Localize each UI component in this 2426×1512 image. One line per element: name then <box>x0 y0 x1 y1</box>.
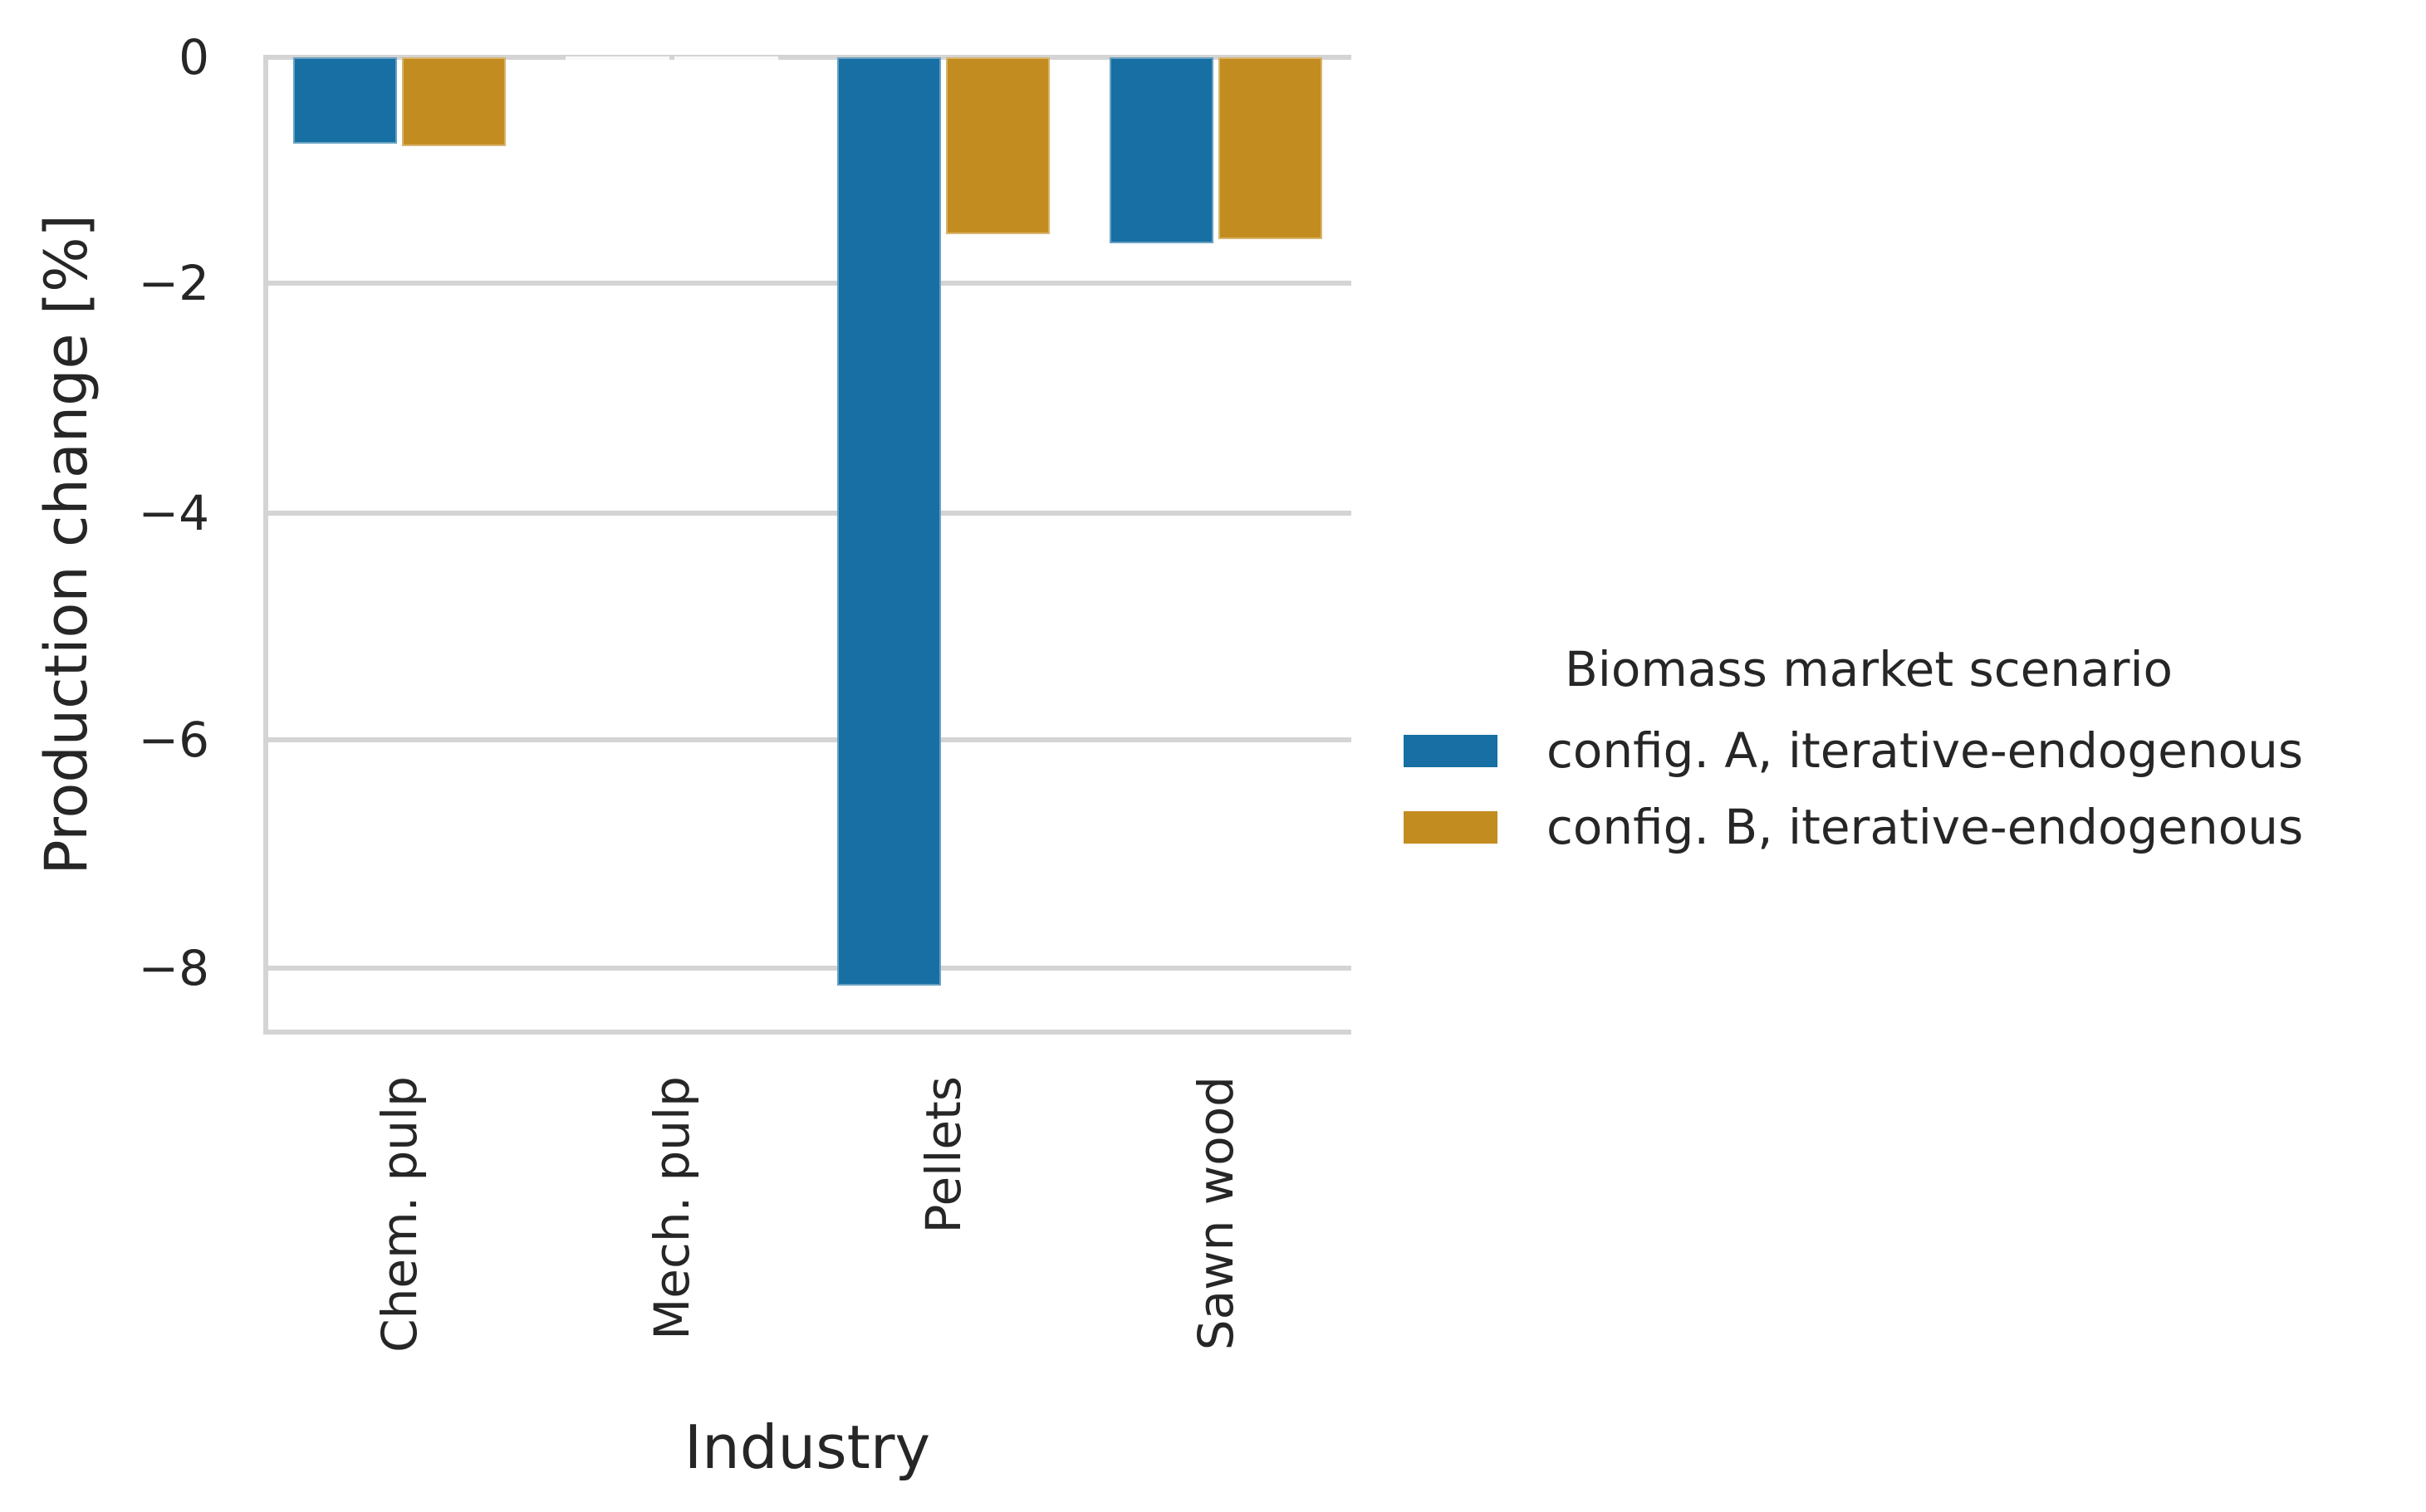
bar-chem-pulp-series-b <box>402 57 506 146</box>
x-axis-label: Industry <box>684 1412 931 1482</box>
legend: Biomass market scenario config. A, itera… <box>1387 641 2350 855</box>
plot-area <box>263 55 1351 1035</box>
bar-sawn-wood-series-a <box>1109 57 1213 243</box>
legend-entry-config-a: config. A, iterative-endogenous <box>1387 722 2350 779</box>
y-tick-label-0: 0 <box>179 29 209 86</box>
y-axis-label: Production change [%] <box>32 214 100 875</box>
legend-label-config-b: config. B, iterative-endogenous <box>1546 799 2304 855</box>
x-tick-label-sawn-wood: Sawn wood <box>1187 1076 1244 1351</box>
legend-swatch-config-b <box>1404 810 1497 844</box>
y-axis-label-box: Production change [%] <box>17 55 116 1035</box>
bar-chem-pulp-series-a <box>293 57 397 144</box>
y-tick-label--2: −2 <box>138 255 210 311</box>
gridline-y--4 <box>268 511 1351 516</box>
y-tick-label--6: −6 <box>138 712 210 768</box>
gridline-y--6 <box>268 737 1351 742</box>
gridline-y--2 <box>268 281 1351 286</box>
gridline-y-0 <box>268 55 1351 60</box>
gridline-y--8 <box>268 966 1351 971</box>
x-tick-label-chem-pulp: Chem. pulp <box>371 1076 428 1353</box>
bar-pellets-series-a <box>837 57 941 986</box>
bar-mech-pulp-series-a <box>565 56 669 61</box>
bar-pellets-series-b <box>946 57 1050 234</box>
bar-sawn-wood-series-b <box>1218 57 1322 240</box>
legend-title: Biomass market scenario <box>1564 641 2174 697</box>
x-tick-label-mech-pulp: Mech. pulp <box>643 1076 700 1340</box>
y-tick-label--4: −4 <box>138 485 210 541</box>
legend-entry-config-b: config. B, iterative-endogenous <box>1387 799 2350 855</box>
y-tick-label--8: −8 <box>138 940 210 996</box>
legend-label-config-a: config. A, iterative-endogenous <box>1546 722 2304 779</box>
legend-swatch-config-a <box>1404 734 1497 767</box>
x-tick-label-pellets: Pellets <box>915 1076 972 1234</box>
bar-mech-pulp-series-b <box>674 56 778 61</box>
